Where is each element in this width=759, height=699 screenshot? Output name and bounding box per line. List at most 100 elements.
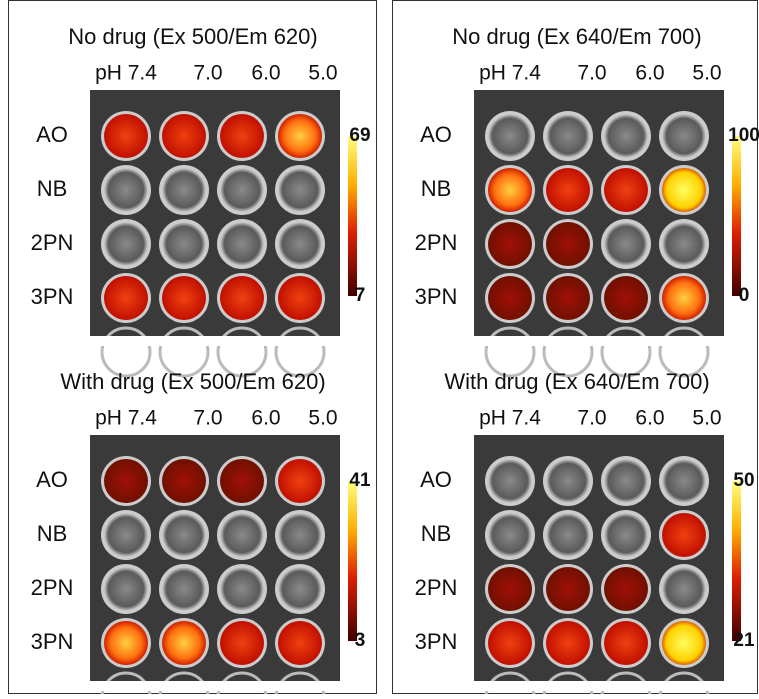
well-signal (662, 222, 706, 266)
well-signal (162, 114, 206, 158)
well-signal (104, 513, 148, 557)
ph-label: 7.0 (193, 62, 222, 85)
ph-label: 6.0 (251, 62, 280, 85)
plate-mask (472, 681, 726, 691)
well-signal (604, 621, 648, 665)
well-signal (488, 567, 532, 611)
row-label: 3PN (31, 284, 74, 309)
well-signal (104, 114, 148, 158)
well-signal (662, 168, 706, 212)
well-signal (220, 168, 264, 212)
ph-label: pH 7.4 (95, 62, 157, 85)
well-signal (278, 114, 322, 158)
well-signal (220, 222, 264, 266)
well-signal (604, 513, 648, 557)
colorbar (348, 136, 357, 296)
well-signal (662, 621, 706, 665)
ph-label: 6.0 (635, 62, 664, 85)
row-label: 3PN (415, 284, 458, 309)
well-signal (604, 222, 648, 266)
well-signal (278, 459, 322, 503)
well-signal (604, 567, 648, 611)
scale-max: 69 (349, 125, 370, 146)
row-label: NB (37, 176, 68, 201)
row-label: AO (420, 122, 452, 147)
plate-mask (88, 336, 342, 346)
scale-min: 3 (355, 630, 366, 651)
ph-label: 6.0 (635, 407, 664, 430)
row-label: AO (36, 122, 68, 147)
well-signal (278, 222, 322, 266)
well-signal (278, 621, 322, 665)
row-label: 3PN (31, 629, 74, 654)
well-signal (604, 168, 648, 212)
well-signal (220, 567, 264, 611)
well-signal (220, 276, 264, 320)
well-signal (278, 513, 322, 557)
well-signal (220, 459, 264, 503)
scale-min: 7 (355, 285, 366, 306)
well-signal (546, 276, 590, 320)
ph-label: 7.0 (577, 407, 606, 430)
well-signal (662, 276, 706, 320)
row-label: NB (421, 521, 452, 546)
well-signal (546, 222, 590, 266)
well-signal (546, 567, 590, 611)
well-signal (278, 567, 322, 611)
row-label: NB (421, 176, 452, 201)
row-label: 3PN (415, 629, 458, 654)
well-signal (546, 513, 590, 557)
ph-label: 5.0 (308, 62, 337, 85)
row-label: 2PN (31, 575, 74, 600)
well-signal (488, 222, 532, 266)
well-signal (662, 459, 706, 503)
row-label: NB (37, 521, 68, 546)
scale-max: 50 (733, 470, 754, 491)
well-signal (104, 276, 148, 320)
well-signal (162, 621, 206, 665)
well-signal (488, 114, 532, 158)
ph-label: 7.0 (193, 407, 222, 430)
row-label: 2PN (31, 230, 74, 255)
ph-label: 5.0 (692, 407, 721, 430)
well-signal (162, 459, 206, 503)
well-signal (162, 222, 206, 266)
row-label: 2PN (415, 575, 458, 600)
well-signal (104, 621, 148, 665)
ph-label: 7.0 (577, 62, 606, 85)
well-signal (662, 567, 706, 611)
colorbar (348, 481, 357, 641)
row-label: AO (36, 467, 68, 492)
well-signal (488, 459, 532, 503)
well-signal (104, 222, 148, 266)
scale-max: 41 (349, 470, 371, 491)
well-signal (604, 276, 648, 320)
well-signal (104, 567, 148, 611)
well-signal (662, 114, 706, 158)
well-signal (278, 168, 322, 212)
well-signal (546, 459, 590, 503)
panel-title: No drug (Ex 500/Em 620) (68, 24, 317, 49)
row-label: 2PN (415, 230, 458, 255)
ph-label: 6.0 (251, 407, 280, 430)
well-signal (162, 276, 206, 320)
well-signal (488, 513, 532, 557)
well-signal (604, 459, 648, 503)
well-signal (162, 513, 206, 557)
colorbar (732, 481, 741, 641)
well-signal (278, 276, 322, 320)
ph-label: pH 7.4 (95, 407, 157, 430)
well-signal (220, 114, 264, 158)
colorbar (732, 136, 741, 296)
well-signal (546, 114, 590, 158)
scale-max: 100 (728, 125, 759, 146)
panel-title: With drug (Ex 500/Em 620) (60, 369, 325, 394)
ph-label: 5.0 (692, 62, 721, 85)
well-signal (162, 168, 206, 212)
plate-mask (88, 681, 342, 691)
well-signal (104, 459, 148, 503)
scale-min: 21 (733, 630, 755, 651)
scale-min: 0 (739, 285, 750, 306)
well-signal (162, 567, 206, 611)
plate-mask (472, 336, 726, 346)
